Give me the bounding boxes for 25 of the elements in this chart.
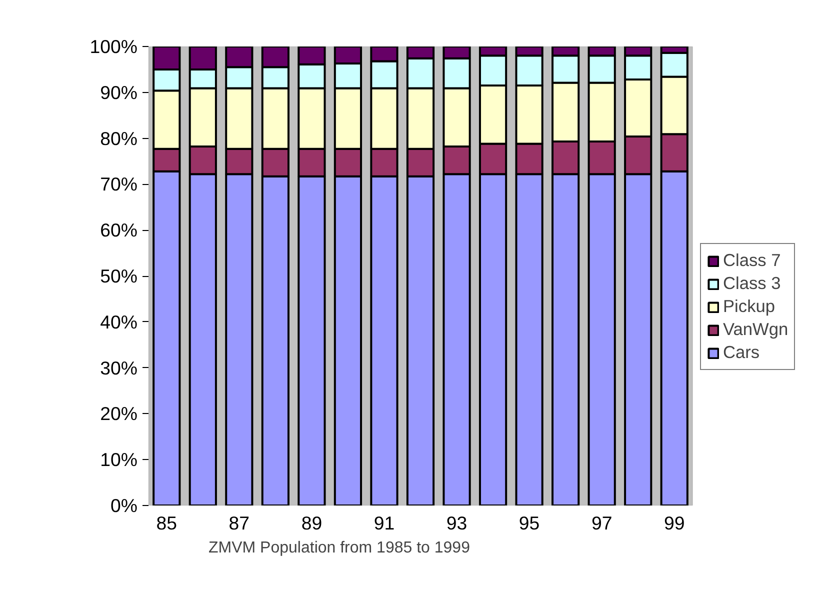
legend-label: Cars bbox=[723, 342, 760, 363]
legend-label: Class 3 bbox=[723, 273, 781, 294]
x-tick-label: 91 bbox=[374, 512, 395, 534]
y-tick-label: 50% bbox=[100, 266, 138, 286]
x-tick-label: 93 bbox=[446, 512, 468, 534]
y-tick-label: 90% bbox=[100, 82, 138, 103]
x-tick-label: 97 bbox=[591, 512, 612, 534]
y-tick-label: 0% bbox=[110, 495, 138, 516]
y-tick-label: 10% bbox=[100, 449, 138, 470]
x-tick-label: 87 bbox=[228, 512, 250, 534]
legend-label: Class 7 bbox=[723, 250, 781, 271]
x-tick-label: 89 bbox=[301, 512, 322, 534]
y-tick-label: 80% bbox=[100, 128, 138, 149]
y-tick-label: 70% bbox=[100, 174, 138, 195]
y-tick-label: 30% bbox=[100, 357, 138, 378]
x-tick-label: 95 bbox=[518, 512, 540, 534]
text: ZMVM Population from 1985 to 1999 bbox=[208, 540, 470, 556]
x-tick-label: 99 bbox=[664, 512, 685, 534]
x-tick-label: 85 bbox=[156, 512, 178, 534]
y-tick-label: 100% bbox=[90, 36, 138, 57]
legend-label: Pickup bbox=[723, 296, 776, 317]
y-tick-label: 20% bbox=[100, 403, 138, 424]
legend-label: VanWgn bbox=[723, 319, 788, 340]
y-tick-label: 60% bbox=[100, 220, 138, 241]
y-tick-label: 40% bbox=[100, 311, 138, 332]
